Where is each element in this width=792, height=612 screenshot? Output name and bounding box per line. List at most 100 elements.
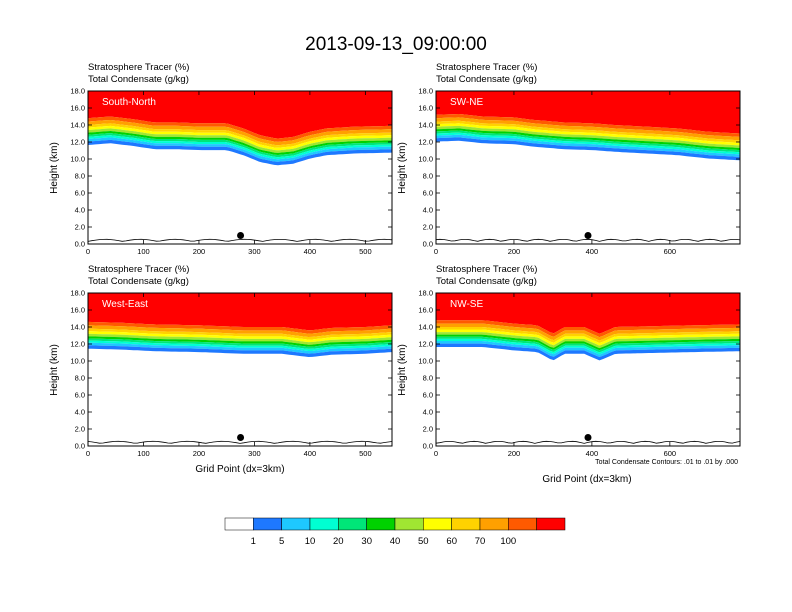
panel-sw-ne: Stratosphere Tracer (%) Total Condensate… — [397, 62, 741, 256]
location-marker — [584, 434, 592, 441]
tracer-band — [436, 327, 740, 343]
y-tick-label: 14.0 — [418, 121, 433, 130]
panel-label: NW-SE — [450, 299, 483, 310]
colorbar: 1 5 10 20 30 40 50 60 70 100 — [224, 517, 566, 547]
tracer-band — [436, 125, 740, 148]
tracer-band — [88, 321, 392, 334]
y-tick-label: 16.0 — [418, 306, 433, 315]
y-tick-label: 6.0 — [423, 189, 433, 198]
y-tick-label: 10.0 — [418, 357, 433, 366]
tracer-band — [436, 114, 740, 137]
condensate-contour — [436, 440, 740, 444]
colorbar-label: 60 — [446, 536, 457, 547]
tracer-fill — [88, 91, 392, 244]
colorbar-label: 100 — [500, 536, 516, 547]
condensate-contour — [88, 440, 392, 444]
tracer-band — [436, 332, 740, 349]
y-tick-label: 4.0 — [75, 206, 85, 215]
x-tick-label: 100 — [137, 449, 150, 458]
colorbar-swatch — [536, 517, 566, 531]
x-tick-label: 300 — [248, 247, 261, 256]
y-axis-label: Height (km) — [49, 344, 60, 396]
tracer-band — [436, 137, 740, 161]
y-tick-label: 10.0 — [70, 357, 85, 366]
colorbar-swatch — [338, 517, 367, 531]
tracer-band — [436, 329, 740, 346]
y-tick-label: 12.0 — [70, 138, 85, 147]
panel-subtitle-tracer: Stratosphere Tracer (%) — [436, 62, 537, 73]
panel-west-east: Stratosphere Tracer (%) Total Condensate… — [49, 264, 393, 475]
colorbar-swatch — [253, 517, 282, 531]
page-title: 2013-09-13_09:00:00 — [305, 34, 487, 55]
tracer-band — [88, 131, 392, 155]
tracer-fill — [88, 293, 392, 446]
x-tick-label: 300 — [248, 449, 261, 458]
tracer-band — [88, 331, 392, 343]
y-tick-label: 16.0 — [418, 104, 433, 113]
colorbar-label: 50 — [418, 536, 429, 547]
tracer-band — [88, 345, 392, 357]
x-tick-label: 200 — [193, 247, 206, 256]
tracer-band — [88, 342, 392, 354]
panel-subtitle-condensate: Total Condensate (g/kg) — [436, 74, 537, 85]
y-tick-label: 8.0 — [423, 374, 433, 383]
tracer-band — [436, 334, 740, 351]
tracer-band — [88, 123, 392, 148]
tracer-band-100 — [88, 293, 392, 331]
tracer-band — [88, 333, 392, 345]
y-tick-label: 2.0 — [423, 425, 433, 434]
y-tick-label: 6.0 — [75, 189, 85, 198]
x-tick-label: 400 — [586, 449, 599, 458]
x-tick-label: 0 — [86, 449, 90, 458]
colorbar-swatch — [366, 517, 396, 531]
x-tick-label: 500 — [359, 449, 372, 458]
tracer-band — [88, 338, 392, 349]
condensate-contour — [88, 238, 392, 242]
y-tick-label: 10.0 — [70, 155, 85, 164]
tracer-band — [436, 336, 740, 353]
panel-subtitle-tracer: Stratosphere Tracer (%) — [88, 264, 189, 275]
x-tick-label: 500 — [359, 247, 372, 256]
y-tick-label: 2.0 — [423, 223, 433, 232]
x-tick-label: 200 — [508, 247, 521, 256]
y-tick-label: 4.0 — [423, 206, 433, 215]
colorbar-label: 10 — [305, 536, 316, 547]
tracer-band — [436, 320, 740, 338]
y-tick-label: 2.0 — [75, 425, 85, 434]
tracer-band — [436, 130, 740, 153]
tracer-fill — [436, 293, 740, 446]
y-tick-label: 18.0 — [418, 87, 433, 96]
tracer-band — [436, 338, 740, 355]
y-tick-label: 4.0 — [423, 408, 433, 417]
tracer-band — [88, 340, 392, 351]
y-tick-label: 4.0 — [75, 408, 85, 417]
y-tick-label: 18.0 — [70, 289, 85, 298]
tracer-band — [88, 325, 392, 337]
tracer-band — [88, 125, 392, 151]
x-tick-label: 400 — [304, 449, 317, 458]
tracer-band — [436, 123, 740, 146]
tracer-band — [436, 128, 740, 151]
x-axis-label: Grid Point (dx=3km) — [195, 464, 284, 475]
plot-area: NW-SE 0.0 2.0 4.0 6.0 8.0 10.0 12.0 14.0 16.0 18.0… — [418, 289, 741, 458]
panel-label: West-East — [102, 299, 148, 310]
x-tick-label: 100 — [137, 247, 150, 256]
colorbar-swatch — [224, 517, 254, 531]
panel-subtitle-condensate: Total Condensate (g/kg) — [88, 276, 189, 287]
x-tick-label: 400 — [586, 247, 599, 256]
y-tick-label: 14.0 — [418, 323, 433, 332]
y-tick-label: 10.0 — [418, 155, 433, 164]
panel-nw-se: Stratosphere Tracer (%) Total Condensate… — [397, 264, 741, 485]
tracer-band-100 — [436, 293, 740, 334]
tracer-band — [436, 120, 740, 143]
y-tick-label: 14.0 — [70, 323, 85, 332]
y-tick-label: 18.0 — [418, 289, 433, 298]
plot-frame — [87, 90, 393, 245]
tracer-band — [88, 120, 392, 146]
y-tick-label: 0.0 — [75, 240, 85, 249]
tracer-band — [436, 343, 740, 361]
tracer-band — [88, 328, 392, 340]
colorbar-swatch — [309, 517, 339, 531]
x-tick-label: 600 — [664, 247, 677, 256]
y-tick-label: 0.0 — [423, 240, 433, 249]
